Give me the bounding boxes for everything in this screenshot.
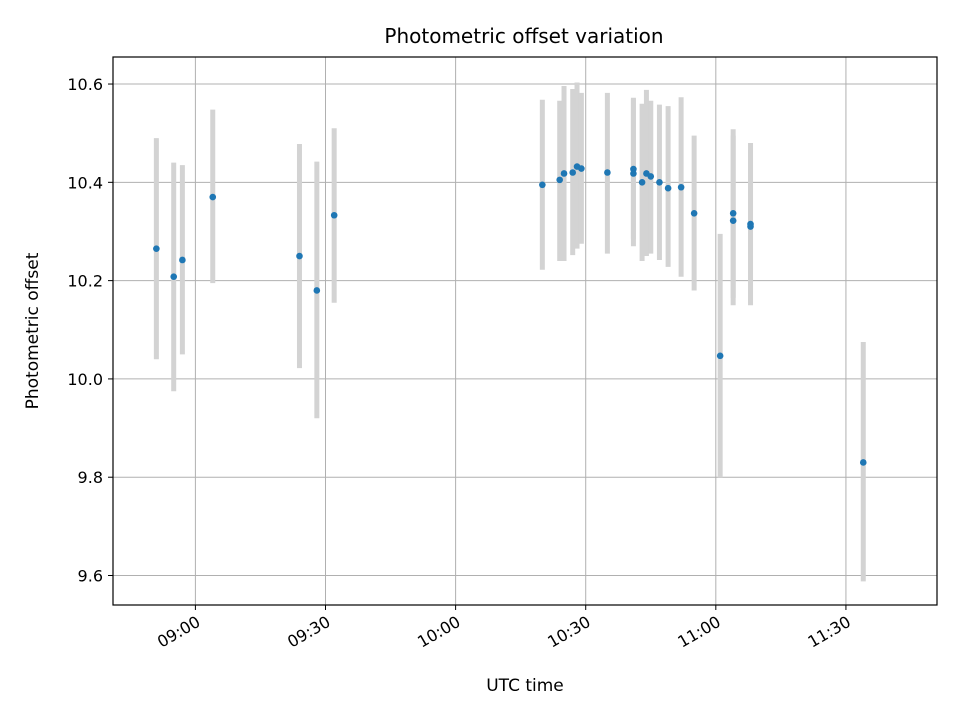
y-tick-label: 10.6 <box>67 75 103 94</box>
data-point <box>209 193 217 201</box>
y-tick-label: 9.8 <box>78 468 103 487</box>
y-tick-label: 10.4 <box>67 173 103 192</box>
data-point <box>677 183 685 191</box>
data-point <box>578 165 585 172</box>
data-point <box>690 209 698 217</box>
data-point <box>560 170 568 177</box>
data-point <box>330 211 338 219</box>
data-point <box>153 245 160 252</box>
data-point <box>539 181 546 189</box>
y-tick-label: 10.2 <box>67 272 103 291</box>
y-axis-ticks: 9.6 9.8 10.0 10.2 10.4 10.6 <box>67 75 113 586</box>
data-points <box>153 163 867 466</box>
grid-lines <box>113 57 937 605</box>
data-point <box>630 170 637 177</box>
data-point <box>747 223 754 230</box>
data-point <box>170 273 178 280</box>
chart-title: Photometric offset variation <box>384 24 663 48</box>
data-point <box>729 217 737 224</box>
data-point <box>179 256 186 264</box>
data-point <box>604 169 611 176</box>
x-axis-label: UTC time <box>486 676 564 696</box>
data-point <box>647 173 655 180</box>
plot-frame <box>112 56 938 606</box>
data-point <box>296 252 303 260</box>
data-point <box>729 209 737 217</box>
data-point <box>859 459 867 466</box>
data-point <box>716 352 724 360</box>
data-point <box>569 169 577 176</box>
y-tick-label: 9.6 <box>78 567 103 586</box>
y-tick-label: 10.0 <box>67 370 103 389</box>
data-point <box>638 179 646 186</box>
data-point <box>664 184 672 192</box>
data-point <box>313 287 321 294</box>
data-point <box>656 179 663 186</box>
y-axis-label: Photometric offset <box>23 252 43 409</box>
data-point <box>556 176 563 184</box>
